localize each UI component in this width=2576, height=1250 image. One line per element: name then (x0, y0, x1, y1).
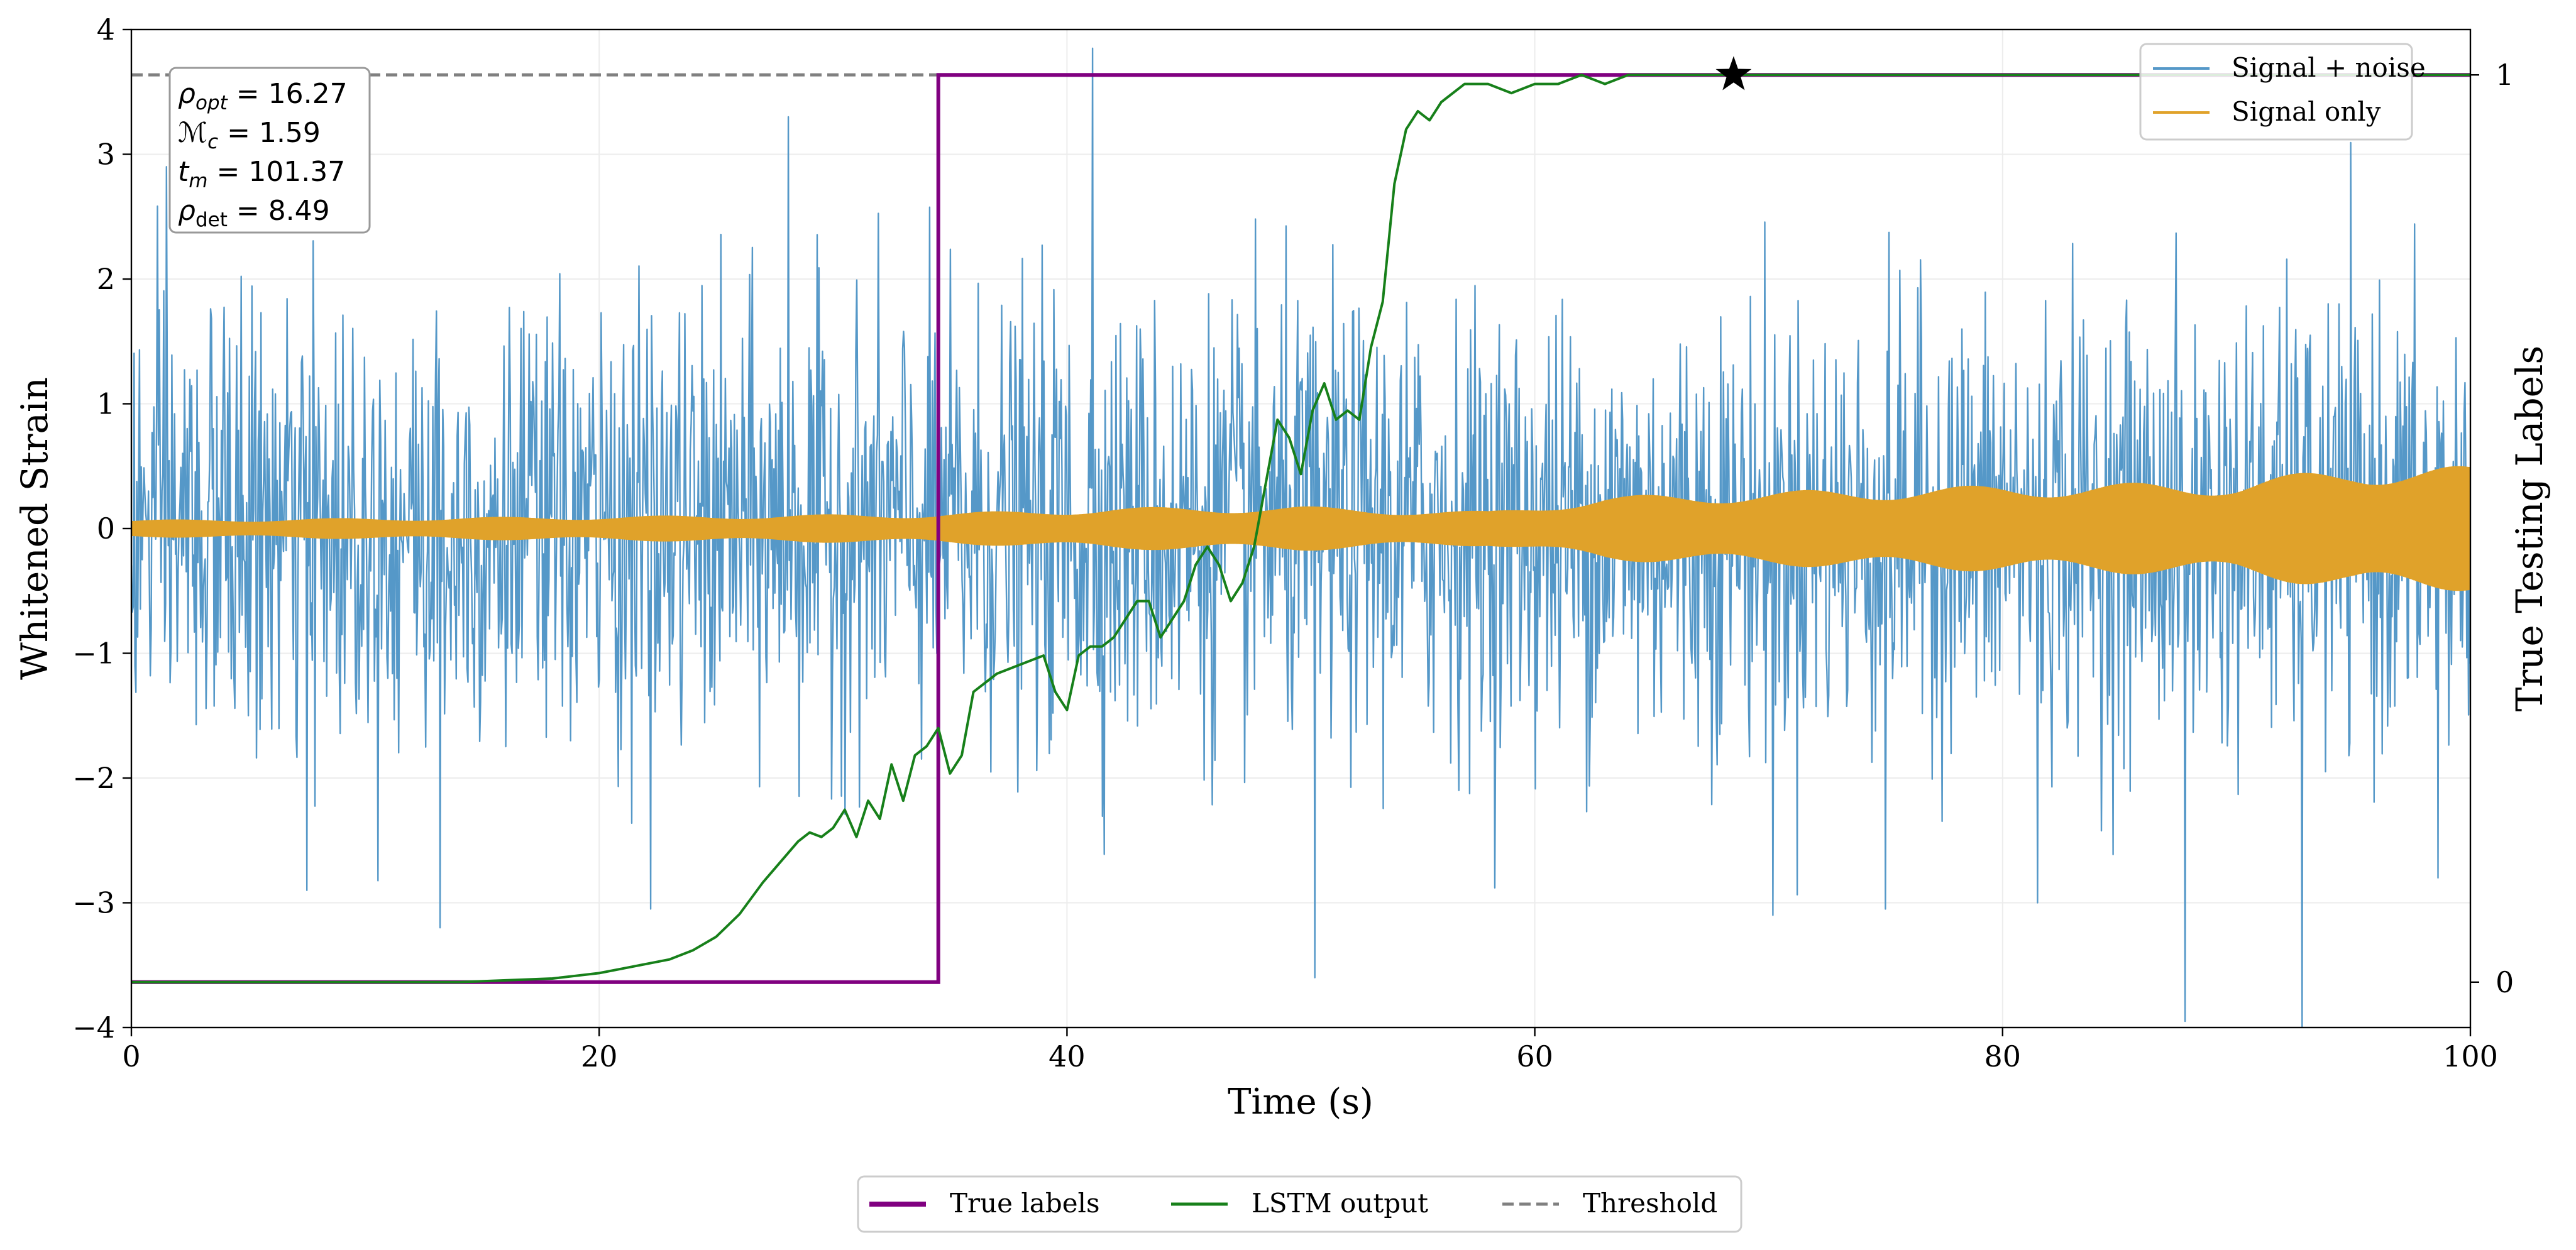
annotation-symbol: ℳ (178, 117, 207, 149)
y-tick-label-left: −4 (72, 1011, 115, 1044)
y-tick-label-left: −1 (72, 637, 115, 671)
y-tick-label-left: −2 (72, 761, 115, 795)
y-tick-label-left: 0 (97, 512, 115, 546)
annotation-subscript: m (189, 170, 207, 192)
plot-area (131, 47, 2470, 1028)
annotation-value: 101.37 (248, 156, 345, 188)
legend-label-signal-only: Signal only (2232, 96, 2381, 127)
annotation-frame (168, 67, 371, 234)
annotation-value: 8.49 (268, 195, 330, 227)
annotation-symbol: ρ (178, 78, 195, 110)
annotation-subscript: det (195, 209, 228, 231)
annotation-value: 1.59 (259, 117, 321, 149)
y-tick-label-left: 4 (97, 13, 115, 47)
series-signal-plus-noise (131, 47, 2470, 1028)
annotation-line-rho-opt: ρopt = 16.27 (178, 78, 348, 114)
x-tick-label: 20 (581, 1039, 618, 1073)
legend-lower-frame (857, 1175, 1742, 1233)
y-tick-label-left: 3 (97, 138, 115, 172)
legend-lower: True labels LSTM output Threshold (857, 1175, 1742, 1233)
legend-label-signal-noise: Signal + noise (2232, 52, 2426, 83)
detection-star-marker (1715, 56, 1752, 90)
annotation-box: ρopt = 16.27 ℳc = 1.59 tm = 101.37 ρdet … (168, 67, 371, 234)
annotation-subscript: opt (195, 92, 229, 114)
series-lstm-output (131, 74, 2470, 984)
y-tick-label-left: −3 (72, 886, 115, 920)
y-axis-left-label: Whitened Strain (13, 377, 56, 680)
y-axis-right-label: True Testing Labels (2508, 346, 2551, 711)
x-tick-label: 0 (122, 1039, 140, 1073)
annotation-value: 16.27 (268, 78, 348, 110)
annotation-line-merger-time: tm = 101.37 (178, 156, 345, 192)
annotation-symbol: t (178, 156, 190, 188)
legend-upper: Signal + noise Signal only (2139, 43, 2426, 141)
x-axis-label: Time (s) (1228, 1082, 1373, 1122)
y-tick-label-right: 0 (2496, 965, 2514, 999)
annotation-symbol: ρ (178, 195, 195, 227)
y-tick-label-left: 2 (97, 262, 115, 296)
legend-label-lstm-output: LSTM output (1252, 1188, 1428, 1219)
x-tick-label: 100 (2443, 1039, 2498, 1073)
x-tick-label: 60 (1516, 1039, 1553, 1073)
y-tick-label-right: 1 (2496, 58, 2514, 92)
annotation-subscript: c (207, 131, 218, 153)
annotation-line-rho-det: ρdet = 8.49 (178, 195, 330, 231)
x-tick-label: 40 (1049, 1039, 1086, 1073)
y-tick-label-left: 1 (97, 387, 115, 421)
annotation-line-chirp-mass: ℳc = 1.59 (178, 117, 321, 153)
series-signal-only (131, 466, 2470, 591)
x-tick-label: 80 (1984, 1039, 2022, 1073)
legend-label-true-labels: True labels (950, 1188, 1100, 1219)
legend-label-threshold: Threshold (1583, 1188, 1717, 1219)
